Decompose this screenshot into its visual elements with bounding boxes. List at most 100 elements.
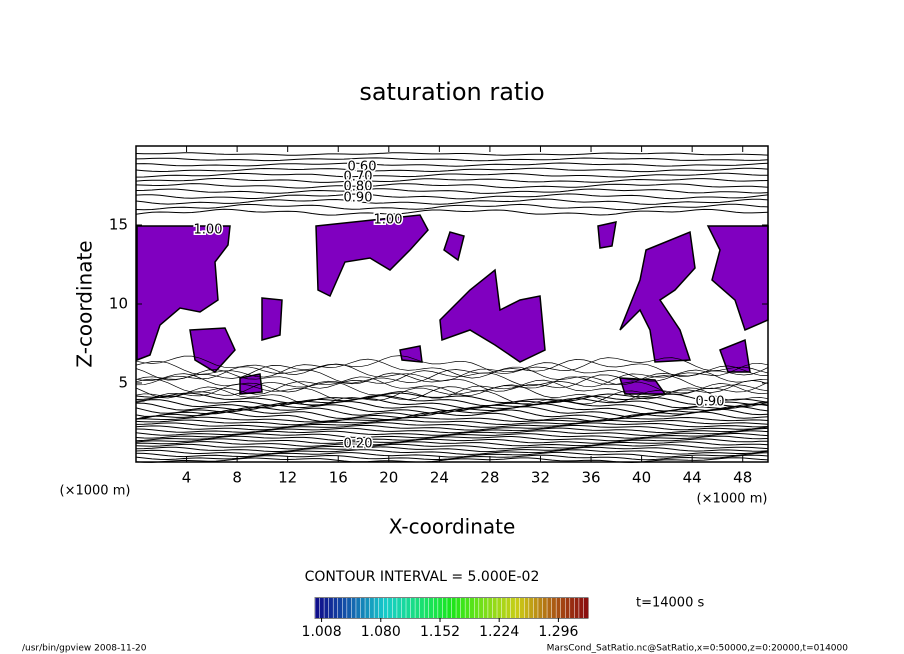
contour-line: [135, 203, 769, 211]
contour-line: [135, 432, 769, 439]
colorbar-cell: [465, 598, 470, 618]
colorbar-cell: [342, 598, 348, 618]
x-tick-label: 16: [329, 469, 348, 487]
colorbar-tick-label: 1.008: [302, 624, 342, 640]
contour-label: 1.00: [194, 223, 223, 238]
x-tick-label: 28: [480, 469, 499, 487]
contour-label: 0.20: [344, 437, 373, 452]
colorbar-cell: [551, 598, 557, 618]
colorbar-cell: [510, 598, 516, 618]
colorbar-cell: [365, 598, 370, 618]
supersaturated-regions: [136, 214, 769, 395]
colorbar-cell: [374, 598, 379, 618]
contour-label: 0.80: [344, 180, 373, 195]
footer-right: MarsCond_SatRatio.nc@SatRatio,x=0:50000,…: [547, 644, 849, 654]
contour-line: [135, 392, 769, 404]
contour-line: [135, 411, 769, 423]
x-tick-label: 32: [531, 469, 550, 487]
colorbar-cell: [569, 598, 575, 618]
contour-line: [135, 355, 769, 375]
colorbar-tick-label: 1.080: [361, 624, 401, 640]
contour-line: [135, 167, 769, 173]
colorbar-cell: [369, 598, 375, 618]
x-unit: (×1000 m): [697, 492, 768, 507]
x-tick-label: 44: [683, 469, 702, 487]
contour-interval: CONTOUR INTERVAL = 5.000E-02: [305, 569, 540, 585]
colorbar-cell: [487, 598, 493, 618]
colorbar-cell: [433, 598, 439, 618]
colorbar-cell: [424, 598, 430, 618]
colorbar-cell: [351, 598, 357, 618]
chart-title: saturation ratio: [359, 78, 544, 106]
contour-line: [135, 152, 769, 156]
contour-line: [135, 162, 769, 167]
colorbar-cell: [533, 598, 539, 618]
contour-label: 0.70: [344, 170, 373, 185]
contour-label: 1.00: [374, 213, 403, 228]
y-axis-label: Z-coordinate: [73, 240, 97, 367]
colorbar-cell: [565, 598, 571, 618]
x-axis-label: X-coordinate: [389, 515, 516, 539]
colorbar-cell: [428, 598, 434, 618]
colorbar-cell: [333, 598, 339, 618]
colorbar-cell: [355, 598, 361, 618]
contour-line: [135, 422, 769, 428]
colorbar-cell: [324, 598, 329, 618]
contour-line: [135, 408, 769, 420]
contour-line: [135, 427, 769, 434]
colorbar-cell: [396, 598, 402, 618]
colorbar-cell: [442, 598, 448, 618]
contour-line: [135, 405, 769, 418]
colorbar-cell: [556, 598, 561, 618]
colorbar-cell: [506, 598, 511, 618]
footer-left: /usr/bin/gpview 2008-11-20: [22, 644, 147, 654]
x-tick-label: 24: [430, 469, 449, 487]
colorbar-tick-label: 1.296: [538, 624, 578, 640]
colorbar-cell: [474, 598, 480, 618]
colorbar-cell: [387, 598, 393, 618]
y-tick-label: 15: [109, 216, 128, 234]
colorbar-cell: [360, 598, 366, 618]
time-label: t=14000 s: [636, 596, 704, 611]
colorbar-cell: [446, 598, 452, 618]
contour-line: [135, 172, 768, 178]
contour-line: [135, 365, 769, 386]
contour-line: [135, 446, 769, 453]
colorbar-tick-label: 1.152: [420, 624, 460, 640]
colorbar-cell: [406, 598, 411, 618]
contour-label: 0.90: [344, 191, 373, 206]
contour-line: [135, 438, 769, 444]
x-tick-label: 4: [182, 469, 192, 487]
colorbar-cell: [583, 598, 589, 618]
colorbar-cell: [378, 598, 384, 618]
x-unit: (×1000 m): [60, 484, 131, 499]
contour-line: [135, 157, 769, 162]
contour-line: [135, 383, 769, 403]
contour-line: [135, 449, 769, 455]
colorbar-cell: [519, 598, 525, 618]
contour-line: [135, 198, 769, 205]
colorbar-cell: [497, 598, 502, 618]
colorbar-cell: [451, 598, 457, 618]
colorbar-cell: [483, 598, 489, 618]
colorbar-cell: [383, 598, 389, 618]
colorbar-cell: [578, 598, 584, 618]
contour-line: [135, 188, 769, 194]
contour-line: [135, 397, 769, 410]
x-tick-label: 48: [733, 469, 752, 487]
colorbar-cell: [392, 598, 398, 618]
colorbar-cell: [460, 598, 466, 618]
y-tick-label: 10: [109, 295, 128, 313]
contour-line: [135, 193, 769, 200]
contour-line: [135, 443, 769, 450]
contour-line: [135, 441, 769, 447]
contour-line: [135, 386, 769, 407]
contour-line: [135, 403, 769, 415]
colorbar-cell: [515, 598, 521, 618]
contour-line: [135, 369, 769, 389]
colorbar-cell: [315, 598, 320, 618]
colorbar-cell: [346, 598, 352, 618]
contour-line: [135, 178, 769, 183]
x-tick-label: 36: [581, 469, 600, 487]
x-tick-label: 8: [232, 469, 242, 487]
